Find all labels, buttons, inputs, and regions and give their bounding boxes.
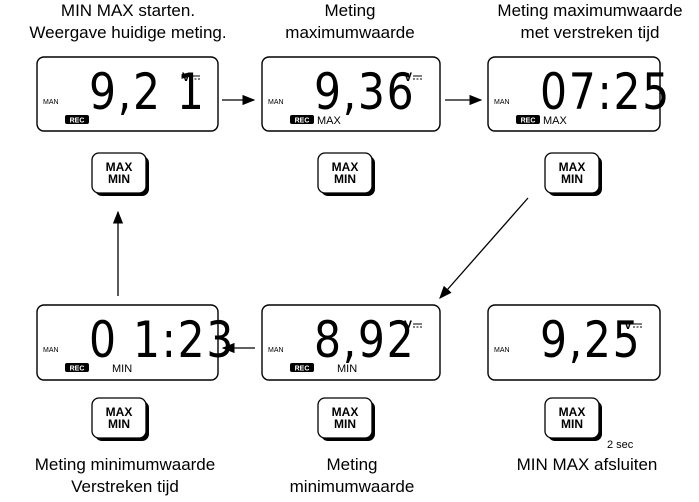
mode: MAN — [494, 347, 510, 354]
diagram: MIN MAX starten. Weergave huidige meting.… — [0, 0, 699, 502]
button-label: MIN — [561, 172, 583, 186]
caption: MIN MAX starten. — [61, 1, 195, 20]
panel: Meting maximumwaarde met verstreken tijd 0… — [488, 1, 683, 196]
min-max: MIN — [337, 363, 357, 375]
caption: met verstreken tijd — [521, 23, 660, 42]
min-max: MAX — [543, 115, 568, 127]
mode: MAN — [494, 99, 510, 106]
button-label: MIN — [108, 172, 130, 186]
rec: REC — [295, 118, 310, 125]
reading: 0 1:23 — [89, 311, 235, 369]
caption: Meting — [326, 455, 377, 474]
rec: REC — [70, 118, 85, 125]
panel: MIN MAX starten. Weergave huidige meting.… — [29, 1, 226, 196]
rec: REC — [521, 118, 536, 125]
rec: REC — [295, 366, 310, 373]
unit: V — [182, 70, 190, 84]
button-label: MIN — [334, 172, 356, 186]
reading: 8,92 — [314, 311, 415, 369]
button-label: MIN — [334, 417, 356, 431]
button-label: MIN — [108, 417, 130, 431]
mode: MAN — [43, 347, 59, 354]
unit: V — [404, 70, 412, 84]
caption: Verstreken tijd — [71, 477, 179, 496]
min-max: MAX — [317, 115, 342, 127]
caption: minimumwaarde — [290, 477, 415, 496]
caption: Weergave huidige meting. — [29, 23, 226, 42]
caption: Meting minimumwaarde — [35, 455, 215, 474]
caption: MIN MAX afsluiten — [517, 455, 658, 474]
caption: Meting maximumwaarde — [497, 1, 682, 20]
caption: Meting — [324, 1, 375, 20]
caption: maximumwaarde — [285, 23, 414, 42]
unit: V — [624, 318, 632, 332]
unit: V — [404, 318, 412, 332]
reading: 9,36 — [314, 63, 415, 121]
mode: MAN — [43, 99, 59, 106]
rec: REC — [70, 366, 85, 373]
reading: 07:25 — [540, 63, 671, 121]
button-note: 2 sec — [607, 439, 634, 451]
button-label: MIN — [561, 417, 583, 431]
min-max: MIN — [112, 363, 132, 375]
mode: MAN — [268, 347, 284, 354]
panel: Meting minimumwaarde Verstreken tijd 0 1:2… — [35, 305, 235, 496]
mode: MAN — [268, 99, 284, 106]
arrow — [440, 198, 528, 298]
